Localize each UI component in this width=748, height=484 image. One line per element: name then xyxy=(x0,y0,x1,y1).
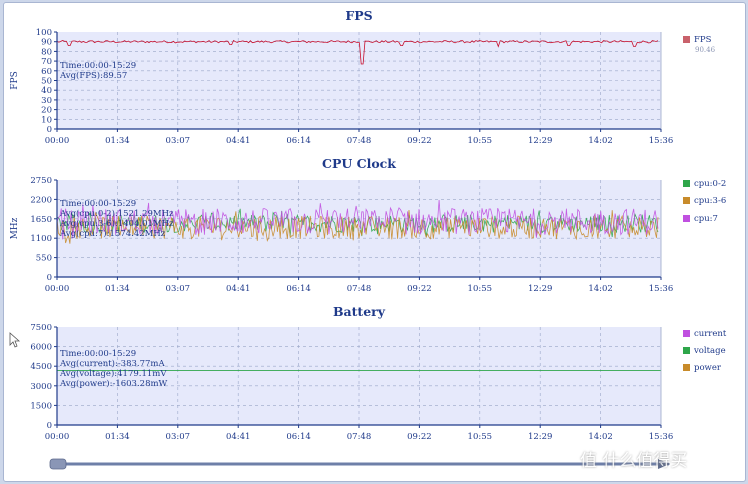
y-tick-label: 60 xyxy=(41,67,52,77)
y-tick-label: 3000 xyxy=(30,382,52,392)
annotation-text: Avg(cpu:3-6):1404.01MHz xyxy=(59,218,174,229)
legend-label: cpu:3-6 xyxy=(694,196,726,206)
legend-swatch xyxy=(683,364,690,371)
x-tick-label: 14:02 xyxy=(588,136,613,146)
x-tick-label: 09:22 xyxy=(407,284,432,294)
slider-start-handle[interactable] xyxy=(49,458,67,470)
x-tick-label: 12:29 xyxy=(528,136,553,146)
x-tick-label: 04:41 xyxy=(226,432,251,442)
annotation-text: Avg(FPS):89.57 xyxy=(59,70,127,81)
x-tick-label: 04:41 xyxy=(226,284,251,294)
y-tick-label: 2200 xyxy=(30,195,52,205)
y-tick-label: 40 xyxy=(41,86,52,96)
y-tick-label: 90 xyxy=(41,38,52,48)
chart-1: CPU Clock 0 550 1100 1650 2200 2750 MHz 00:00 01:… xyxy=(10,156,726,294)
mouse-cursor-icon xyxy=(9,332,21,348)
x-tick-label: 10:55 xyxy=(468,284,493,294)
legend-swatch xyxy=(683,36,690,43)
legend-label: cpu:7 xyxy=(694,214,718,224)
chart-2: Battery 0 1500 3000 4500 6000 7500 00:00 01:34 03… xyxy=(30,304,727,442)
x-tick-label: 09:22 xyxy=(407,432,432,442)
y-tick-label: 1650 xyxy=(30,215,52,225)
y-tick-label: 70 xyxy=(41,57,52,67)
annotation-text: Time:00:00-15:29 xyxy=(60,61,136,71)
y-tick-label: 0 xyxy=(47,125,52,135)
legend-label: cpu:0-2 xyxy=(694,179,726,189)
x-tick-label: 15:36 xyxy=(649,432,674,442)
y-tick-label: 1500 xyxy=(30,401,52,411)
x-tick-label: 12:29 xyxy=(528,284,553,294)
annotation-text: Avg(power):-1603.28mW xyxy=(59,378,168,389)
series-line-cpu-0-2 xyxy=(56,208,659,237)
annotation-text: Avg(cpu:0-2):1521.29MHz xyxy=(59,208,174,219)
series-line-fps xyxy=(56,39,659,65)
y-tick-label: 7500 xyxy=(30,323,52,333)
y-axis-label: FPS xyxy=(10,71,20,89)
y-tick-label: 10 xyxy=(41,115,52,125)
y-tick-label: 20 xyxy=(41,106,52,116)
y-tick-label: 6000 xyxy=(30,343,52,353)
legend-label: power xyxy=(694,363,722,373)
legend-swatch xyxy=(683,347,690,354)
annotation-text: Time:00:00-15:29 xyxy=(60,349,136,359)
x-tick-label: 07:48 xyxy=(347,284,372,294)
watermark: 值 什么值得买 xyxy=(580,451,688,471)
y-tick-label: 30 xyxy=(41,96,52,106)
x-tick-label: 03:07 xyxy=(166,432,191,442)
y-tick-label: 80 xyxy=(41,47,52,57)
x-tick-label: 06:14 xyxy=(286,136,311,146)
y-tick-label: 1100 xyxy=(30,234,52,244)
x-tick-label: 00:00 xyxy=(45,136,70,146)
legend-label: current xyxy=(694,329,727,339)
x-tick-label: 04:41 xyxy=(226,136,251,146)
y-tick-label: 4500 xyxy=(30,362,52,372)
y-tick-label: 0 xyxy=(47,421,52,431)
y-tick-label: 0 xyxy=(47,273,52,283)
legend-label: FPS xyxy=(694,35,712,45)
y-tick-label: 100 xyxy=(36,28,52,38)
x-tick-label: 03:07 xyxy=(166,136,191,146)
time-range-slider[interactable] xyxy=(49,458,670,470)
legend-sub-value: 90.46 xyxy=(695,46,716,54)
x-tick-label: 07:48 xyxy=(347,432,372,442)
x-tick-label: 14:02 xyxy=(588,284,613,294)
legend-swatch xyxy=(683,180,690,187)
x-tick-label: 01:34 xyxy=(105,432,130,442)
annotation-text: Avg(cpu:7):1574.42MHz xyxy=(59,228,166,239)
x-tick-label: 15:36 xyxy=(649,136,674,146)
x-tick-label: 12:29 xyxy=(528,432,553,442)
legend-swatch xyxy=(683,197,690,204)
chart-title: Battery xyxy=(333,304,386,319)
annotation-text: Avg(current):-383.77mA xyxy=(59,358,165,369)
y-tick-label: 50 xyxy=(41,77,52,87)
x-tick-label: 06:14 xyxy=(286,432,311,442)
x-tick-label: 07:48 xyxy=(347,136,372,146)
x-tick-label: 00:00 xyxy=(45,432,70,442)
x-tick-label: 09:22 xyxy=(407,136,432,146)
x-tick-label: 01:34 xyxy=(105,284,130,294)
x-tick-label: 01:34 xyxy=(105,136,130,146)
x-tick-label: 10:55 xyxy=(468,432,493,442)
x-tick-label: 06:14 xyxy=(286,284,311,294)
legend-label: voltage xyxy=(693,346,726,356)
slider-end-handle[interactable] xyxy=(658,459,670,469)
y-tick-label: 2750 xyxy=(30,176,52,186)
y-axis-label: MHz xyxy=(10,217,20,239)
x-tick-label: 10:55 xyxy=(468,136,493,146)
x-tick-label: 03:07 xyxy=(166,284,191,294)
chart-title: CPU Clock xyxy=(322,156,396,171)
annotation-text: Avg(voltage):4179.11mV xyxy=(59,368,167,379)
y-tick-label: 550 xyxy=(36,254,52,264)
legend-swatch xyxy=(683,330,690,337)
annotation-text: Time:00:00-15:29 xyxy=(60,199,136,209)
x-tick-label: 15:36 xyxy=(649,284,674,294)
x-tick-label: 14:02 xyxy=(588,432,613,442)
x-tick-label: 00:00 xyxy=(45,284,70,294)
series-line-cpu-7 xyxy=(56,199,659,240)
legend-swatch xyxy=(683,215,690,222)
chart-title: FPS xyxy=(345,8,372,23)
